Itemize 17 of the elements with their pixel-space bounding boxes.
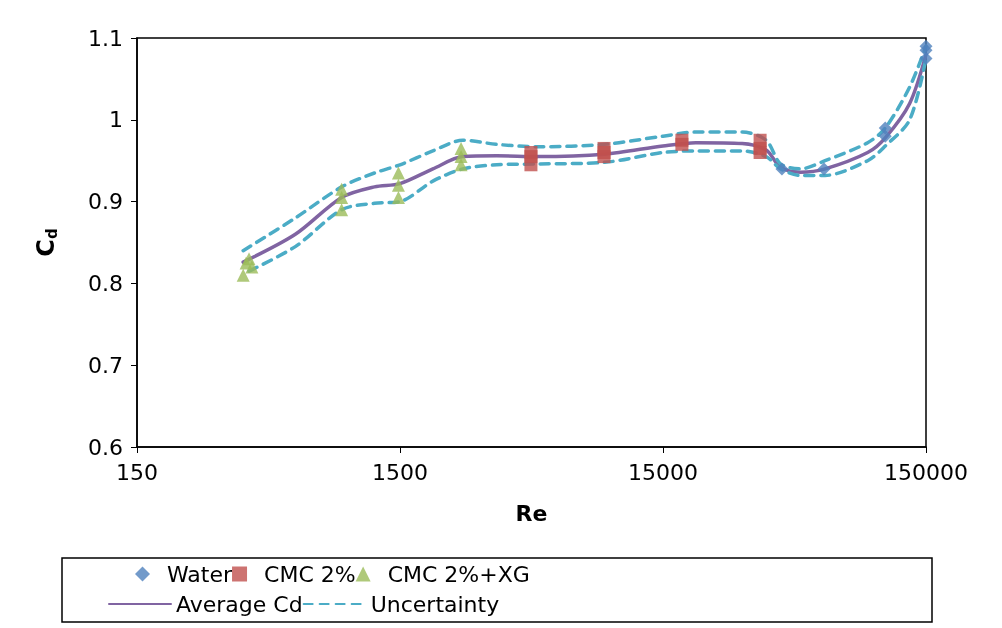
x-tick-label: 15000	[628, 459, 698, 485]
y-tick-label: 0.8	[88, 270, 123, 296]
legend-label: Average Cd	[176, 591, 303, 617]
y-tick-label: 1	[109, 107, 123, 133]
x-tick-label: 150000	[884, 459, 968, 485]
legend-label: Uncertainty	[370, 591, 500, 617]
y-tick-label: 0.9	[88, 189, 123, 215]
legend-label: CMC 2%+XG	[387, 561, 530, 587]
y-tick-label: 0.6	[88, 434, 123, 460]
y-tick-label: 0.7	[88, 352, 123, 378]
x-tick-label: 1500	[372, 459, 428, 485]
x-tick-label: 150	[116, 459, 158, 485]
y-axis-title: Cd	[31, 228, 61, 257]
y-tick-label: 1.1	[88, 25, 123, 51]
legend-label: CMC 2%	[264, 561, 356, 587]
x-axis-title: Re	[515, 500, 548, 526]
legend-label: Water	[167, 561, 233, 587]
